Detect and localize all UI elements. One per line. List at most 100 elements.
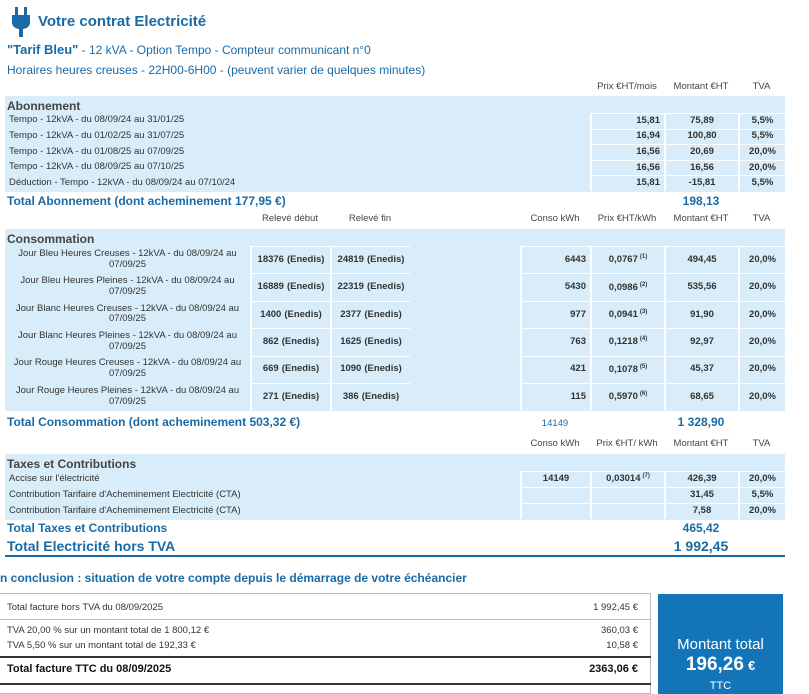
end_source: (Enedis) <box>366 253 405 265</box>
price: 0,0767 <box>608 254 638 266</box>
cell-text: 20,0% <box>749 161 776 174</box>
price: 0,03014 <box>606 473 641 485</box>
cell-text: 763 <box>570 335 586 348</box>
cell-text: 426,39 <box>687 473 716 485</box>
cell: 5,5% <box>738 487 785 503</box>
total-label: Total Consommation (dont acheminement 50… <box>7 415 301 430</box>
vat: 5,5% <box>751 130 774 142</box>
cell: 421 <box>520 355 590 383</box>
column-header: Prix €HT/kWh <box>597 213 657 224</box>
total-kwh: 14149 <box>541 418 569 430</box>
cell-text: 20,0% <box>749 335 776 348</box>
column-header: Montant €HT <box>673 81 729 92</box>
amount: 20,69 <box>690 146 714 158</box>
cell-text: 16,56 <box>636 162 660 174</box>
cell: 1625 (Enedis) <box>330 328 410 356</box>
cell: Jour Rouge Heures Pleines - 12kVA - du 0… <box>5 383 250 410</box>
vat: 20,0% <box>749 335 776 347</box>
label: Accise sur l'électricité <box>9 472 100 484</box>
end_source: (Enedis) <box>361 390 400 402</box>
cell: 16,56 <box>590 159 664 176</box>
cell-text: 2377 (Enedis) <box>340 309 402 321</box>
column-header: TVA <box>752 213 771 224</box>
column-header: Montant €HT <box>673 213 729 224</box>
cell: 1090 (Enedis) <box>330 355 410 383</box>
section-title: Consommation <box>7 232 95 246</box>
cell-text: Tempo - 12kVA - du 01/08/25 au 07/09/25 <box>9 146 184 158</box>
cell-text: 386 (Enedis) <box>342 390 400 403</box>
vat: 20,0% <box>749 390 776 402</box>
cell-text: 421 <box>570 363 586 375</box>
vat: 20,0% <box>749 161 776 173</box>
amount: 45,37 <box>690 363 714 375</box>
cell: 45,37 <box>664 355 738 383</box>
cell <box>590 503 664 519</box>
kwh: 5430 <box>564 281 586 293</box>
cell: 763 <box>520 328 590 356</box>
end: 24819 <box>337 253 364 265</box>
summary-amount: 10,58 € <box>606 640 638 651</box>
summary-total-label: Total facture TTC du 08/09/2025 <box>7 663 172 675</box>
title: Votre contrat Electricité <box>38 13 207 30</box>
start: 1400 <box>260 308 282 320</box>
cell: 0,0767 (1) <box>590 246 664 274</box>
cell: 426,39 <box>664 471 738 487</box>
cell-text: 862 (Enedis) <box>262 335 319 348</box>
cell: 0,5970 (6) <box>590 383 664 411</box>
cell-text: 20,0% <box>749 254 776 266</box>
cell-text: Jour Blanc Heures Creuses - 12kVA - du 0… <box>9 303 246 326</box>
cell: 535,56 <box>664 273 738 301</box>
column-header: TVA <box>752 81 771 92</box>
cell-text: -15,81 <box>689 177 716 189</box>
vat: 20,0% <box>749 473 776 485</box>
kwh: 763 <box>570 335 586 347</box>
kwh: 14149 <box>542 473 570 485</box>
label: Tempo - 12kVA - du 01/02/25 au 31/07/25 <box>9 129 185 141</box>
cell: 386 (Enedis) <box>330 383 410 411</box>
amount: 7,58 <box>692 505 712 517</box>
cell: 0,1078 (5) <box>590 355 664 383</box>
cell-text: 5,5% <box>751 130 774 142</box>
label: Jour Bleu Heures Creuses - 12kVA - du 08… <box>18 247 237 270</box>
cell: 669 (Enedis) <box>250 355 330 383</box>
label: Déduction - Tempo - 12kVA - du 08/09/24 … <box>9 176 236 188</box>
label: Tempo - 12kVA - du 08/09/24 au 31/01/25 <box>9 114 185 126</box>
start: 862 <box>262 335 279 347</box>
label: Contribution Tarifaire d'Acheminement El… <box>9 504 241 516</box>
total-amount: 465,42 <box>682 521 720 535</box>
note: (4) <box>639 336 648 343</box>
label: Jour Rouge Heures Pleines - 12kVA - du 0… <box>15 384 240 407</box>
end: 386 <box>342 390 359 402</box>
column-header: TVA <box>752 438 771 449</box>
note: (5) <box>639 363 648 370</box>
divider <box>0 683 651 685</box>
cell: 862 (Enedis) <box>250 328 330 356</box>
section-title: Abonnement <box>7 99 81 113</box>
start_source: (Enedis) <box>281 390 320 402</box>
cell: Jour Blanc Heures Creuses - 12kVA - du 0… <box>5 301 250 328</box>
column-header: Conso kWh <box>530 438 580 449</box>
cell-text: Jour Blanc Heures Pleines - 12kVA - du 0… <box>9 330 246 353</box>
amount: 91,90 <box>690 308 714 320</box>
price: 0,0941 <box>608 309 638 321</box>
label: Jour Bleu Heures Pleines - 12kVA - du 08… <box>20 275 235 298</box>
cell-text: 16889 (Enedis) <box>258 281 325 293</box>
section-title: Taxes et Contributions <box>7 457 137 471</box>
amount: 100,80 <box>687 130 717 142</box>
amount: 31,45 <box>690 489 714 501</box>
cell-text: 5,5% <box>752 115 774 127</box>
cell-text: Contribution Tarifaire d'Acheminement El… <box>9 504 241 517</box>
cell: Tempo - 12kVA - du 01/08/25 au 07/09/25 <box>5 144 590 160</box>
cell-text: Tempo - 12kVA - du 08/09/24 au 31/01/25 <box>9 114 185 126</box>
total-amount: 198,13 <box>682 194 720 208</box>
tariff-line: "Tarif Bleu" - 12 kVA - Option Tempo - C… <box>7 42 371 57</box>
cell-text: 20,0% <box>749 363 776 375</box>
cell-text: 7,58 <box>692 505 712 517</box>
cell: 0,0986 (2) <box>590 273 664 301</box>
cell-text: Accise sur l'électricité <box>9 472 100 485</box>
cell: Tempo - 12kVA - du 08/09/25 au 07/10/25 <box>5 160 590 176</box>
cell: 0,0941 (3) <box>590 300 664 329</box>
cell: 31,45 <box>664 487 738 503</box>
cell <box>590 487 664 503</box>
cell-text: Tempo - 12kVA - du 08/09/25 au 07/10/25 <box>9 161 184 173</box>
